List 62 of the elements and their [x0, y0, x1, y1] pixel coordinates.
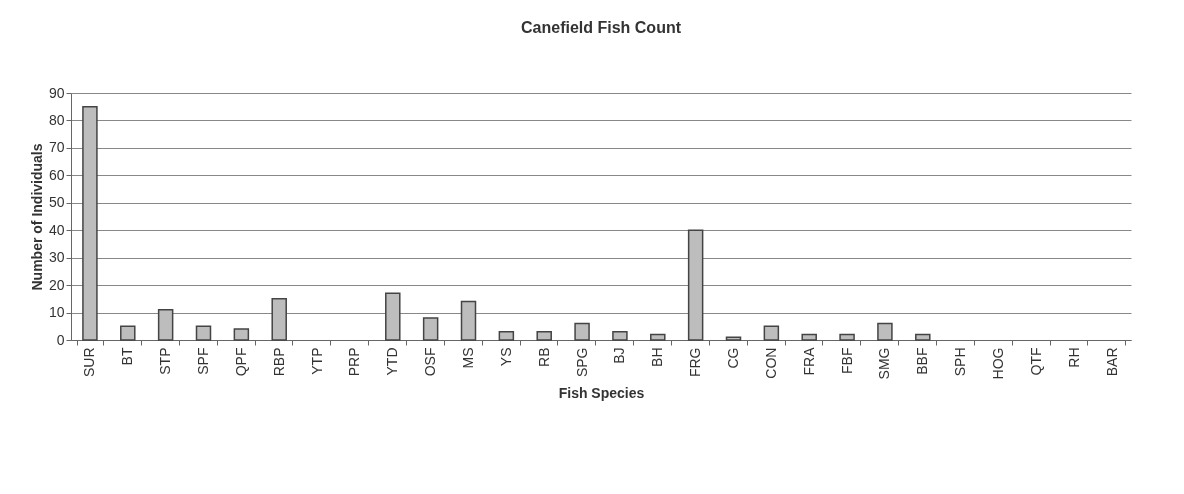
y-tick-label: 30	[48, 249, 65, 266]
bar	[801, 333, 817, 341]
y-tick-label: 20	[48, 276, 65, 293]
bar	[763, 325, 780, 341]
bar	[460, 300, 477, 341]
bar	[650, 333, 666, 341]
x-tick-label: CG	[725, 347, 741, 369]
bar	[195, 325, 212, 341]
y-tick-label: 90	[48, 84, 65, 101]
x-tick-label: OSF	[422, 347, 439, 377]
x-axis-title: Fish Species	[558, 385, 645, 402]
x-tick-label: BH	[649, 347, 666, 367]
x-tick-label: QTF	[1027, 347, 1044, 376]
x-tick-label: BJ	[611, 347, 628, 364]
x-tick-label: FRA	[800, 346, 817, 376]
x-tick-label: STP	[157, 347, 174, 375]
bar	[877, 322, 893, 341]
x-tick-label: FBF	[838, 347, 855, 374]
y-tick-label: 60	[48, 166, 65, 183]
x-tick-label: CON	[762, 347, 779, 379]
x-tick-label: QPF	[232, 347, 249, 377]
bar	[120, 325, 136, 341]
y-tick-label: 40	[48, 221, 65, 238]
x-tick-label: BT	[119, 347, 136, 366]
x-tick-label: FRG	[687, 347, 704, 378]
bar	[82, 105, 98, 341]
x-tick-label: SUR	[81, 347, 98, 378]
x-tick-label: BBF	[914, 347, 931, 375]
bar	[498, 331, 515, 341]
bar	[839, 333, 855, 341]
x-tick-label: RBP	[270, 347, 287, 377]
y-tick-label: 0	[56, 331, 65, 348]
x-tick-label: YS	[497, 347, 514, 367]
y-tick-label: 10	[48, 304, 65, 321]
x-tick-label: YTD	[384, 347, 401, 376]
x-tick-label: SPF	[195, 347, 211, 375]
bar	[612, 331, 628, 341]
x-tick-label: YTP	[308, 347, 325, 375]
bar	[536, 331, 552, 341]
bar	[271, 298, 287, 341]
x-tick-label: HOG	[990, 347, 1006, 380]
x-tick-label: RH	[1065, 347, 1082, 368]
y-tick-label: 70	[48, 139, 65, 156]
bar	[687, 229, 704, 341]
bar	[915, 333, 931, 341]
x-tick-label: SPG	[573, 347, 590, 378]
bar	[422, 317, 439, 341]
y-axis-title: Number of Individuals	[28, 143, 45, 291]
x-tick-label: PRP	[346, 347, 363, 377]
bar	[233, 328, 250, 341]
chart-title: Canefield Fish Count	[521, 19, 682, 36]
bar	[725, 336, 742, 341]
x-tick-label: BAR	[1103, 347, 1120, 377]
x-tick-label: SPH	[952, 347, 969, 377]
y-tick-label: 80	[48, 111, 65, 128]
bar	[574, 322, 590, 341]
x-tick-label: SMG	[876, 347, 893, 380]
x-tick-label: RB	[535, 347, 552, 367]
bar	[157, 309, 174, 341]
x-tick-label: MS	[460, 347, 476, 369]
bar	[385, 292, 401, 341]
y-tick-label: 50	[48, 194, 65, 211]
